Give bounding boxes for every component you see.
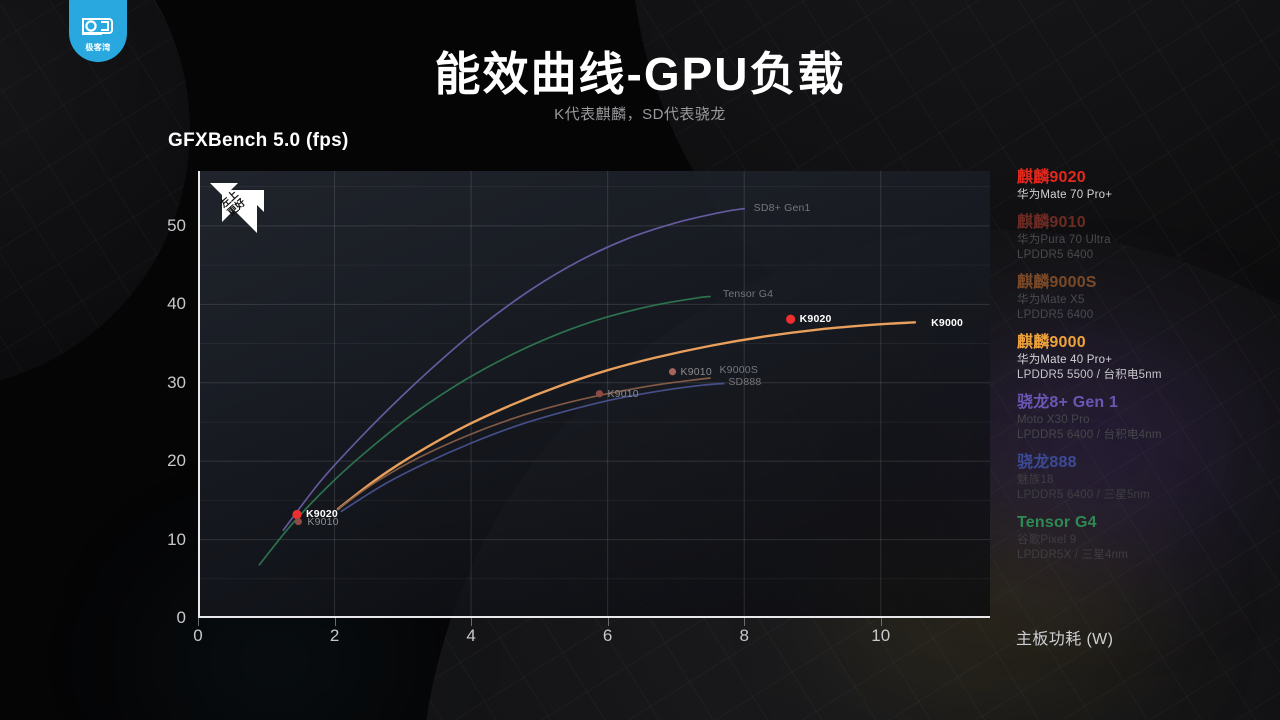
x-tick-mark: [880, 618, 882, 626]
legend-item: 麒麟9020 华为Mate 70 Pro+: [1017, 168, 1267, 203]
legend-item-name: 麒麟9000S: [1017, 274, 1097, 291]
x-tick-mark: [744, 618, 746, 626]
y-tick-label: 40: [167, 294, 186, 314]
legend-item-device: 魅族18: [1017, 474, 1054, 486]
legend-item-name: 骁龙888: [1017, 454, 1077, 471]
legend-item: 骁龙8+ Gen 1 Moto X30 Pro LPDDR5 6400 / 台积电4…: [1017, 393, 1267, 443]
page-title: 能效曲线-GPU负载: [434, 48, 846, 100]
legend-item-device: Moto X30 Pro: [1017, 414, 1090, 426]
legend-panel: 麒麟9020 华为Mate 70 Pro+ 麒麟9010 华为Pura 70 Ultr…: [1017, 168, 1267, 573]
chart-series-line: [258, 295, 711, 566]
x-tick-mark: [198, 618, 199, 626]
data-point-label: K9010: [680, 365, 712, 378]
series-label: K9000S: [719, 364, 759, 377]
legend-item-device: 华为Mate X5: [1017, 294, 1085, 306]
chart-data-point: [595, 390, 604, 398]
x-tick-mark: [334, 618, 336, 626]
x-tick-label: 4: [466, 626, 476, 645]
legend-item-name: 麒麟9000: [1017, 334, 1086, 351]
legend-item: Tensor G4 谷歌Pixel 9 LPDDR5X / 三星4nm: [1017, 513, 1267, 563]
legend-item-memory: LPDDR5 6400 / 三星5nm: [1017, 489, 1150, 501]
legend-item-device: 华为Mate 70 Pro+: [1017, 189, 1113, 201]
chart-series-line: [336, 321, 917, 511]
chart-data-point: [786, 314, 796, 324]
page-subtitle: K代表麒麟，SD代表骁龙: [554, 106, 726, 123]
x-tick-mark: [471, 618, 473, 626]
legend-item: 麒麟9000S 华为Mate X5 LPDDR5 6400: [1017, 273, 1267, 323]
chart-plot-area: 左上 更好 SD8+ Gen1 Tensor G4 K9000 K9000S SD888 K…: [198, 171, 990, 618]
y-tick-label: 20: [167, 451, 186, 471]
y-tick-label: 0: [176, 608, 186, 627]
legend-item-device: 谷歌Pixel 9: [1017, 534, 1077, 546]
legend-item: 麒麟9010 华为Pura 70 Ultra LPDDR5 6400: [1017, 213, 1267, 263]
series-label: Tensor G4: [722, 288, 774, 301]
data-point-label: K9020: [799, 313, 832, 326]
y-tick-label: 50: [167, 215, 186, 235]
legend-item-name: Tensor G4: [1017, 514, 1097, 531]
chart-title: GFXBench 5.0 (fps): [168, 130, 349, 151]
legend-item-memory: LPDDR5 5500 / 台积电5nm: [1017, 369, 1162, 381]
y-tick-label: 10: [167, 529, 186, 549]
arrow-upleft-icon: 左上 更好: [206, 179, 268, 239]
legend-item-memory: LPDDR5 6400: [1017, 249, 1094, 261]
chart-series-line: [282, 207, 746, 532]
legend-item-device: 华为Mate 40 Pro+: [1017, 354, 1113, 366]
series-label: SD888: [728, 375, 762, 388]
brand-logo: 极客湾: [69, 0, 127, 62]
chart-data-point: [294, 517, 302, 526]
series-label: K9000: [931, 317, 964, 330]
legend-item-name: 骁龙8+ Gen 1: [1017, 394, 1119, 411]
data-point-label: K9010: [607, 387, 639, 400]
legend-item: 骁龙888 魅族18 LPDDR5 6400 / 三星5nm: [1017, 453, 1267, 503]
x-tick-label: 6: [602, 626, 613, 645]
x-tick-label: 2: [329, 626, 340, 645]
legend-item-memory: LPDDR5 6400: [1017, 309, 1094, 321]
legend-item: 麒麟9000 华为Mate 40 Pro+ LPDDR5 5500 / 台积电5nm: [1017, 333, 1267, 383]
chart-canvas: [198, 171, 990, 618]
legend-item-name: 麒麟9010: [1017, 214, 1086, 231]
chart-data-point: [668, 368, 677, 376]
x-tick-mark: [607, 618, 609, 626]
chart-series-line: [340, 382, 725, 513]
legend-item-name: 麒麟9020: [1017, 169, 1086, 186]
x-axis-title: 主板功耗 (W): [1016, 631, 1114, 648]
series-label: SD8+ Gen1: [753, 201, 811, 214]
data-point-label: K9020: [306, 508, 338, 521]
legend-item-device: 华为Pura 70 Ultra: [1017, 234, 1111, 246]
chart-data-point: [292, 509, 302, 520]
legend-item-memory: LPDDR5 6400 / 台积电4nm: [1017, 429, 1162, 441]
x-tick-label: 10: [871, 626, 891, 645]
x-tick-label: 8: [739, 626, 749, 645]
legend-item-memory: LPDDR5X / 三星4nm: [1017, 549, 1129, 561]
brand-logo-text: 极客湾: [85, 43, 111, 52]
chart-series-line: [337, 377, 711, 510]
y-tick-label: 30: [167, 372, 186, 392]
data-point-label: K9010: [307, 515, 339, 528]
plot-background: [198, 171, 990, 618]
gpu-card-gear-icon: [81, 16, 115, 38]
x-tick-label: 0: [193, 626, 203, 645]
